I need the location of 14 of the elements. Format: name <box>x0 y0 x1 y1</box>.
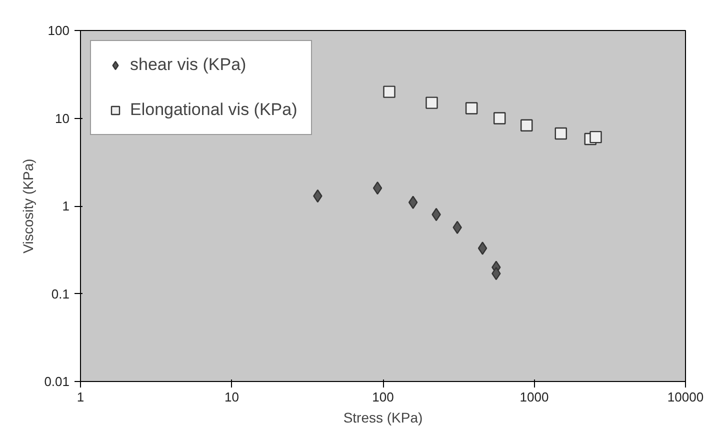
y-tick-label: 0.1 <box>51 286 70 302</box>
y-axis-title: Viscosity (KPa) <box>20 158 36 254</box>
x-tick-label: 10000 <box>667 390 704 404</box>
y-tick-label: 10 <box>55 110 70 126</box>
x-axis-title: Stress (KPa) <box>343 410 423 426</box>
y-tick-label: 1 <box>62 198 70 214</box>
legend-label: Elongational vis (KPa) <box>130 100 298 120</box>
x-tick-label: 100 <box>372 390 394 404</box>
y-tick-label: 100 <box>48 23 70 38</box>
y-tick-label: 0.01 <box>44 374 70 389</box>
x-tick-label: 1000 <box>520 390 549 404</box>
x-tick-label: 1 <box>76 390 84 404</box>
x-tick-label: 10 <box>224 390 239 404</box>
legend-label: shear vis (KPa) <box>130 55 246 75</box>
